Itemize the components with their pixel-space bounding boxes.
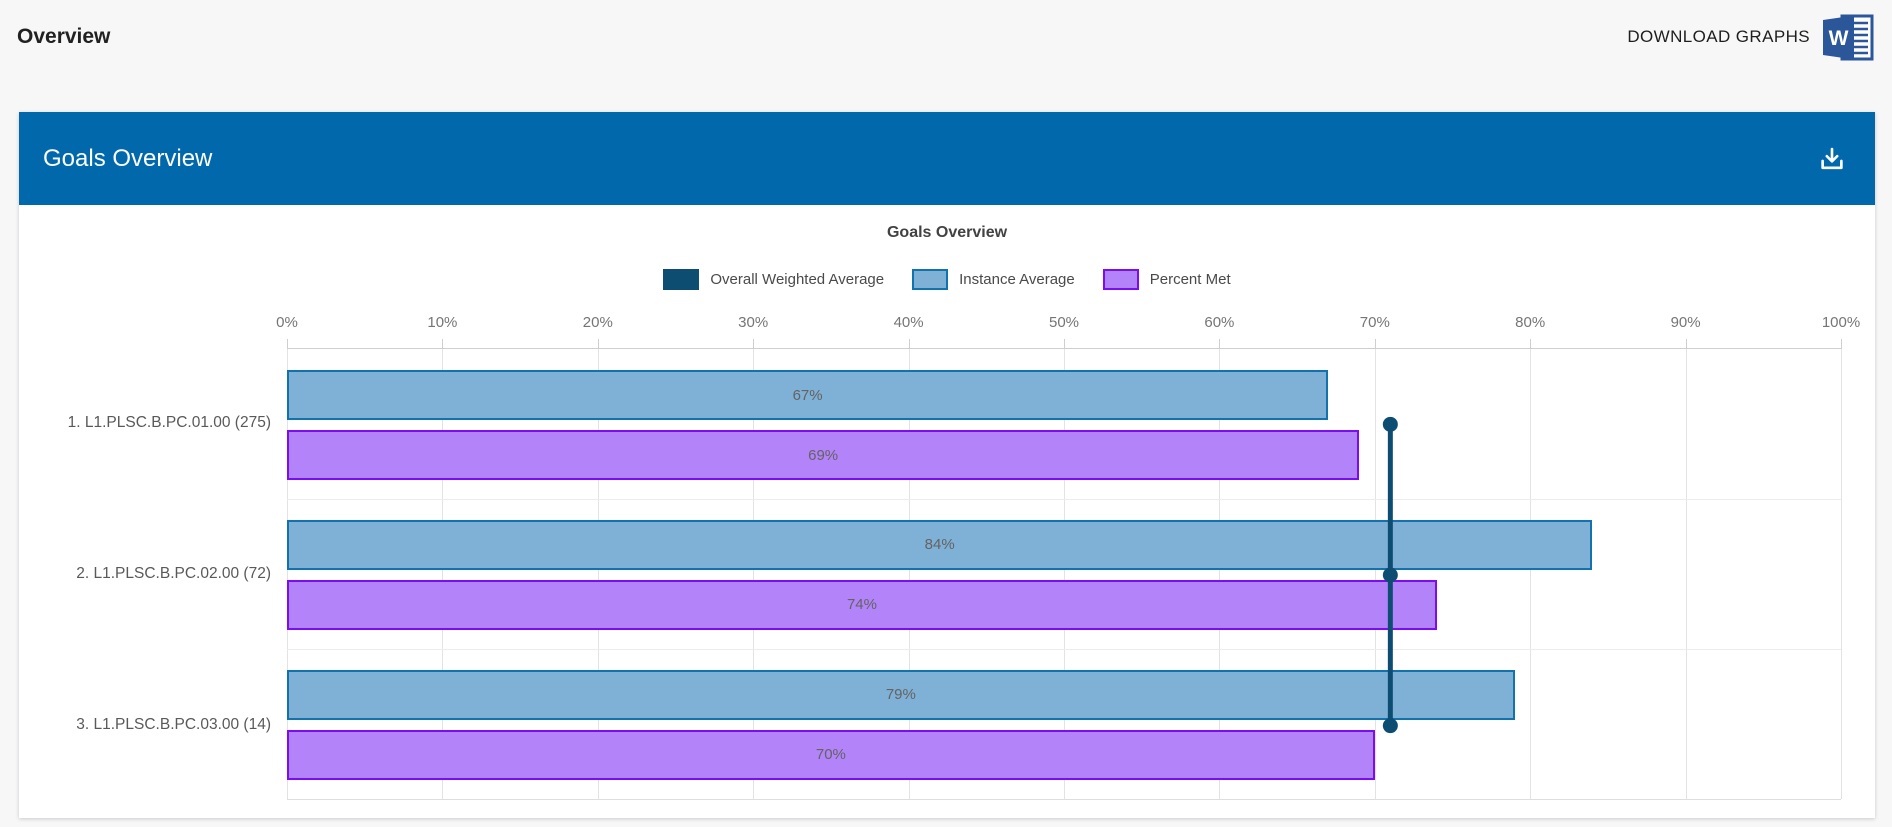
category-label: 1. L1.PLSC.B.PC.01.00 (275) [67, 414, 271, 432]
download-graphs-button[interactable]: DOWNLOAD GRAPHS W [1627, 14, 1875, 61]
axis-tick [1530, 339, 1532, 349]
gridline [442, 349, 444, 799]
page-title: Overview [17, 25, 111, 48]
gridline [1064, 349, 1065, 799]
card-title: Goals Overview [43, 144, 213, 172]
bar-value-label: 79% [885, 686, 916, 704]
chart-legend: Overall Weighted Average Instance Average… [19, 269, 1875, 290]
legend-item-2[interactable]: Percent Met [1102, 269, 1231, 290]
legend-item-1[interactable]: Instance Average [912, 269, 1075, 290]
card-download-button[interactable] [1817, 144, 1847, 174]
category-band: 84% 74% [287, 499, 1841, 649]
download-graphs-label: DOWNLOAD GRAPHS [1627, 27, 1810, 46]
gridline [753, 349, 755, 799]
axis-tick [1219, 339, 1221, 349]
gridline [1374, 349, 1376, 799]
goals-overview-chart: Goals Overview Overall Weighted Average I… [19, 205, 1875, 818]
band-separator [287, 648, 1841, 650]
category-band: 67% 69% [287, 349, 1841, 499]
card-header: Goals Overview [19, 112, 1875, 205]
axis-tick-label: 0% [276, 314, 298, 331]
bar-value-label: 67% [792, 386, 823, 404]
overall-weighted-average-line [1382, 416, 1398, 734]
band-separator [287, 498, 1841, 500]
overall-weighted-average-point [1382, 567, 1398, 583]
overall-weighted-average-point [1382, 416, 1398, 432]
gridline [1685, 349, 1687, 799]
axis-tick-label: 30% [738, 314, 769, 331]
bar-value-label: 69% [808, 446, 839, 464]
instance-average-bar: 84% [287, 519, 1593, 570]
axis-tick-label: 90% [1670, 314, 1701, 331]
bar-value-label: 74% [846, 596, 877, 614]
download-icon [1817, 144, 1847, 174]
percent-met-bar: 74% [287, 579, 1437, 630]
gridline [597, 349, 599, 799]
plot-area: 0% 10% 20% 30% 40% 50% 60% 70% 80% 90% 100% 67% 69% 8… [276, 314, 1860, 800]
chart-title: Goals Overview [886, 224, 1008, 241]
instance-average-bar: 67% [287, 370, 1329, 420]
bar-value-label: 84% [924, 536, 955, 554]
legend-swatch-icon [1102, 269, 1139, 290]
axis-tick [1841, 339, 1842, 349]
axis-tick [442, 339, 444, 349]
axis-tick-label: 60% [1204, 314, 1235, 331]
legend-label: Overall Weighted Average [710, 271, 885, 288]
axis-tick [753, 339, 755, 349]
gridline [1219, 349, 1221, 799]
axis-tick-label: 20% [582, 314, 613, 331]
axis-tick-label: 50% [1048, 314, 1080, 331]
axis-tick [597, 339, 599, 349]
gridline [908, 349, 910, 799]
legend-label: Percent Met [1149, 271, 1231, 288]
instance-average-bar: 79% [287, 669, 1515, 720]
bar-value-label: 70% [815, 746, 846, 764]
category-label: 2. L1.PLSC.B.PC.02.00 (72) [76, 565, 271, 582]
axis-tick-label: 10% [427, 314, 458, 331]
percent-met-bar: 70% [287, 729, 1375, 780]
axis-tick-label: 40% [893, 314, 924, 331]
category-band: 79% 70% [287, 649, 1841, 799]
word-document-icon: W [1821, 14, 1875, 61]
gridline [287, 349, 288, 799]
axis-tick-label: 100% [1821, 314, 1861, 331]
category-label: 3. L1.PLSC.B.PC.03.00 (14) [76, 715, 271, 733]
axis-tick-label: 80% [1515, 314, 1546, 331]
axis-tick [908, 339, 910, 349]
legend-swatch-icon [663, 269, 700, 290]
word-icon-letter: W [1829, 27, 1849, 50]
legend-swatch-icon [912, 269, 949, 290]
percent-met-bar: 69% [287, 430, 1360, 480]
legend-label: Instance Average [959, 271, 1075, 288]
goals-overview-card: Goals Overview Goals Overview Overall We… [19, 112, 1875, 818]
axis-tick [1064, 339, 1065, 349]
overall-weighted-average-point [1382, 718, 1398, 734]
axis-tick [1374, 339, 1376, 349]
axis-tick [1685, 339, 1687, 349]
axis-tick [287, 339, 288, 349]
gridline [1530, 349, 1532, 799]
legend-item-0[interactable]: Overall Weighted Average [663, 269, 884, 290]
top-bar: Overview DOWNLOAD GRAPHS W [17, 0, 1875, 74]
axis-tick-label: 70% [1359, 314, 1390, 331]
gridline [1841, 349, 1842, 799]
